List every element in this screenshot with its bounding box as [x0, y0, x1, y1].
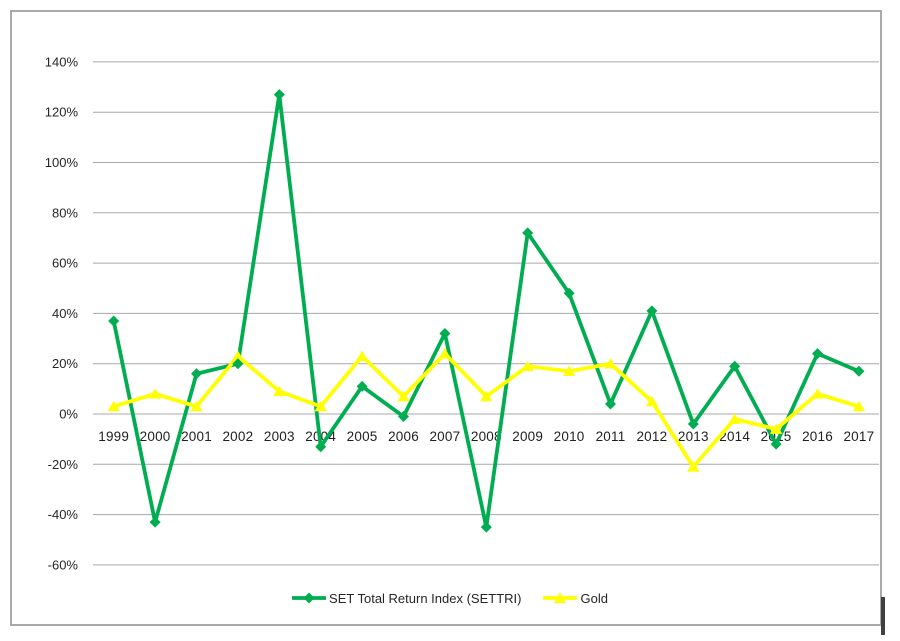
y-tick-label: -40% [48, 507, 79, 522]
marker-settri [812, 348, 823, 360]
x-tick-label: 2014 [719, 429, 750, 444]
marker-settri [398, 411, 409, 423]
y-tick-label: 140% [45, 54, 79, 69]
y-tick-label: 20% [52, 356, 78, 371]
x-tick-label: 2013 [678, 429, 709, 444]
marker-settri [439, 328, 451, 340]
series-line-gold [111, 351, 861, 469]
x-tick-label: 2010 [554, 429, 585, 444]
chart-legend: SET Total Return Index (SETTRI) Gold [0, 591, 900, 605]
marker-gold [397, 390, 410, 402]
x-tick-label: 2009 [512, 429, 543, 444]
marker-gold [480, 390, 493, 402]
marker-gold [562, 365, 576, 377]
marker-settri [729, 360, 741, 372]
marker-gold [438, 348, 452, 359]
x-tick-label: 2003 [264, 429, 295, 444]
x-tick-label: 2012 [636, 429, 667, 444]
x-tick-label: 2017 [843, 429, 874, 444]
y-tick-label: 60% [52, 256, 78, 271]
marker-settri [356, 380, 368, 392]
marker-settri [646, 305, 658, 317]
legend-label-settri: SET Total Return Index (SETTRI) [329, 590, 522, 606]
y-tick-label: 40% [52, 306, 78, 321]
marker-settri [605, 398, 616, 410]
marker-gold [604, 358, 617, 369]
marker-gold [273, 385, 286, 397]
y-tick-label: 80% [52, 205, 78, 220]
x-tick-label: 2005 [347, 429, 378, 444]
marker-settri [770, 438, 782, 450]
marker-gold [521, 360, 534, 372]
marker-gold [645, 395, 659, 407]
marker-settri [232, 358, 244, 370]
x-tick-label: 2000 [140, 429, 171, 444]
marker-gold [852, 400, 866, 412]
settri-series-icon [292, 592, 327, 604]
screenshot-edge-artifact [881, 597, 885, 635]
marker-settri [191, 368, 202, 380]
y-tick-label: 100% [45, 155, 79, 170]
legend-label-gold: Gold [580, 590, 608, 606]
x-tick-label: 2016 [802, 429, 833, 444]
marker-gold [769, 423, 783, 434]
x-tick-label: 2002 [222, 429, 253, 444]
marker-settri [853, 365, 865, 377]
y-tick-label: -60% [48, 557, 79, 572]
x-tick-label: 2007 [429, 429, 460, 444]
marker-settri [480, 521, 492, 533]
marker-gold [355, 350, 369, 361]
marker-settri [149, 516, 161, 528]
marker-gold [231, 350, 245, 361]
legend-item-gold: Gold [543, 590, 608, 606]
x-tick-label: 2001 [181, 429, 212, 444]
legend-item-settri: SET Total Return Index (SETTRI) [292, 591, 521, 605]
marker-settri [522, 227, 534, 239]
marker-gold [148, 388, 162, 399]
marker-settri [687, 418, 699, 430]
marker-gold [811, 388, 824, 399]
x-tick-label: 2011 [596, 429, 626, 444]
series-line-settri [111, 92, 861, 530]
marker-settri [273, 89, 285, 101]
y-tick-label: 0% [59, 407, 78, 422]
gold-series-icon [543, 592, 578, 603]
marker-settri [315, 441, 327, 453]
marker-settri [563, 287, 575, 299]
y-tick-label: 120% [45, 105, 79, 120]
x-tick-label: 2006 [388, 429, 419, 444]
marker-gold [190, 400, 203, 412]
x-tick-label: 1999 [98, 429, 129, 444]
marker-settri [108, 315, 120, 327]
marker-gold [687, 461, 700, 472]
y-tick-label: -20% [48, 457, 79, 472]
marker-gold [107, 400, 120, 412]
marker-gold [314, 400, 327, 412]
x-tick-label: 2008 [471, 429, 502, 444]
marker-gold [728, 413, 741, 424]
